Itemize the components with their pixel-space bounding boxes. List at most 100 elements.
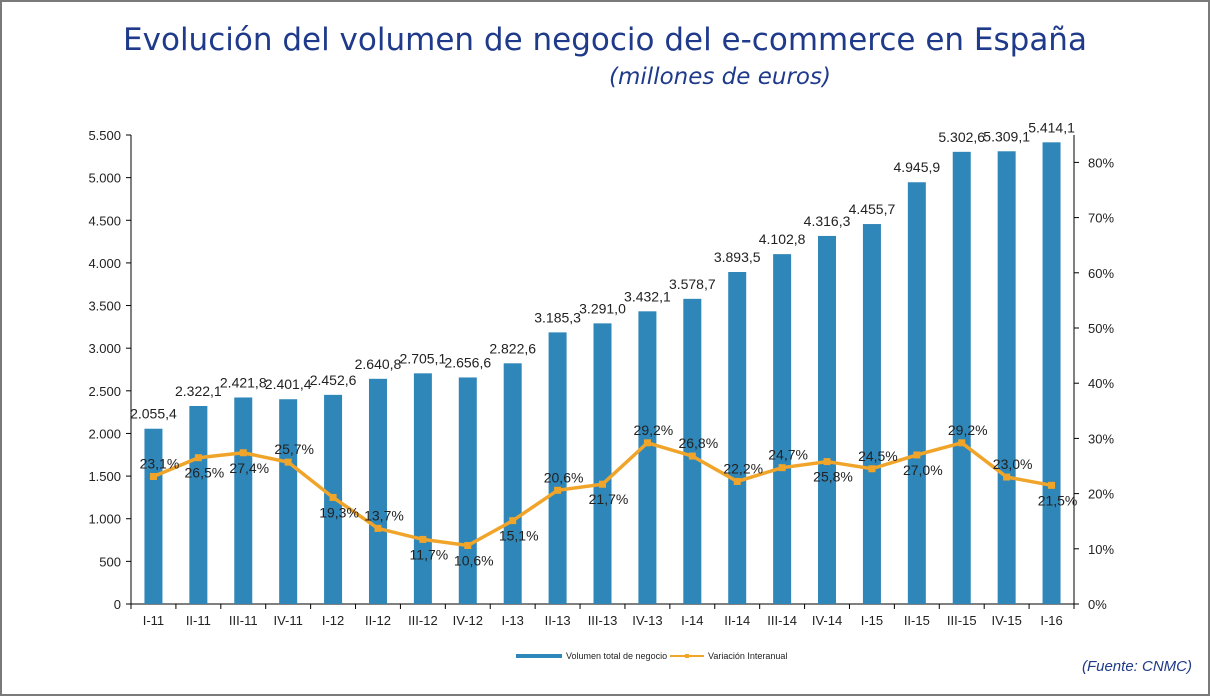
y-right-tick-label: 20% (1088, 487, 1114, 502)
line-value-label: 26,5% (185, 465, 225, 481)
x-tick-label: III-12 (408, 613, 438, 628)
x-tick-label: II-15 (904, 613, 930, 628)
line-point (239, 449, 247, 457)
line-value-label: 20,6% (544, 469, 584, 485)
x-tick-label: I-13 (501, 613, 523, 628)
y-left-tick-label: 4.000 (88, 256, 121, 271)
bar (458, 377, 477, 604)
y-left-tick-label: 3.500 (88, 299, 121, 314)
bar-value-label: 3.291,0 (579, 300, 626, 316)
x-tick-label: II-14 (724, 613, 750, 628)
x-tick-label: I-16 (1040, 613, 1062, 628)
bar (1042, 142, 1061, 604)
y-right-tick-label: 10% (1088, 542, 1114, 557)
bar (413, 373, 432, 604)
chart-title: Evolución del volumen de negocio del e-c… (123, 22, 1087, 58)
bar (234, 397, 253, 604)
line-value-label: 29,2% (634, 422, 674, 438)
bar (279, 399, 298, 604)
line-point (688, 452, 696, 460)
line-value-label: 23,1% (140, 455, 180, 471)
legend-label-line: Variación Interanual (708, 651, 787, 661)
y-right-tick-label: 30% (1088, 431, 1114, 446)
bar (862, 224, 881, 605)
line-point (1048, 481, 1056, 489)
bar-value-label: 4.316,3 (804, 213, 851, 229)
line-value-label: 25,8% (813, 469, 853, 485)
legend-swatch-bars (516, 654, 562, 658)
y-right-tick-label: 60% (1088, 266, 1114, 281)
bar-value-label: 3.893,5 (714, 249, 761, 265)
line-value-label: 13,7% (364, 507, 404, 523)
bar (773, 254, 792, 604)
bar-value-label: 4.102,8 (759, 231, 806, 247)
bar-value-label: 5.309,1 (983, 128, 1030, 144)
line-value-label: 19,3% (319, 504, 359, 520)
line-value-label: 21,5% (1038, 492, 1078, 508)
chart-subtitle: (millones de euros) (609, 64, 831, 90)
x-tick-label: III-14 (767, 613, 797, 628)
line-point (643, 439, 651, 447)
x-tick-label: III-15 (947, 613, 977, 628)
x-tick-label: IV-15 (991, 613, 1021, 628)
line-value-label: 25,7% (274, 441, 314, 457)
y-right-tick-label: 50% (1088, 321, 1114, 336)
line-point (823, 458, 831, 466)
line-value-label: 26,8% (678, 435, 718, 451)
line-value-label: 24,5% (858, 448, 898, 464)
line-point (778, 464, 786, 472)
line-value-label: 22,2% (723, 460, 763, 476)
bar (368, 378, 387, 604)
bar-value-label: 2.705,1 (400, 350, 447, 366)
bar-value-label: 3.185,3 (534, 309, 581, 325)
line-value-label: 24,7% (768, 447, 808, 463)
line-point (464, 541, 472, 549)
bar (728, 271, 747, 604)
line-value-label: 27,4% (229, 460, 269, 476)
y-left-tick-label: 5.500 (88, 128, 121, 143)
y-left-tick-label: 1.500 (88, 469, 121, 484)
y-left-tick-label: 0 (114, 597, 121, 612)
bar-value-label: 3.578,7 (669, 276, 716, 292)
x-tick-label: IV-14 (812, 613, 842, 628)
x-tick-label: I-14 (681, 613, 703, 628)
bar (818, 235, 837, 605)
bar-value-label: 2.452,6 (310, 372, 357, 388)
line-point (554, 486, 562, 494)
line-point (194, 454, 202, 462)
bar (638, 311, 657, 604)
x-tick-label: III-11 (229, 613, 258, 628)
line-point (599, 480, 606, 488)
y-right-tick-label: 40% (1088, 376, 1114, 391)
y-right-tick-label: 80% (1088, 155, 1114, 170)
line-point (284, 458, 292, 466)
y-left-tick-label: 2.000 (88, 426, 121, 441)
line-point (374, 524, 382, 532)
bar (548, 332, 567, 604)
y-right-tick-label: 70% (1088, 211, 1114, 226)
line-value-label: 21,7% (589, 491, 629, 507)
bar-value-label: 3.432,1 (624, 288, 671, 304)
bar (593, 323, 612, 604)
bar-value-label: 4.945,9 (893, 159, 940, 175)
bar-value-label: 2.055,4 (130, 406, 177, 422)
line-value-label: 11,7% (410, 546, 449, 562)
x-tick-label: IV-11 (273, 613, 302, 628)
line-value-label: 10,6% (454, 552, 494, 568)
y-right-tick-label: 0% (1088, 597, 1107, 612)
legend-label-bars: Volumen total de negocio (566, 651, 667, 661)
y-left-tick-label: 5.000 (88, 171, 121, 186)
bar-value-label: 2.822,6 (489, 340, 536, 356)
bar (952, 151, 971, 605)
bar-value-label: 2.322,1 (175, 383, 222, 399)
bar-value-label: 2.640,8 (355, 356, 402, 372)
y-left-tick-label: 4.500 (88, 213, 121, 228)
bar (907, 182, 926, 604)
source-note: (Fuente: CNMC) (1081, 658, 1192, 675)
bar (189, 405, 208, 604)
bar-value-label: 2.401,4 (265, 376, 312, 392)
x-tick-label: III-13 (588, 613, 618, 628)
line-value-label: 29,2% (948, 422, 988, 438)
